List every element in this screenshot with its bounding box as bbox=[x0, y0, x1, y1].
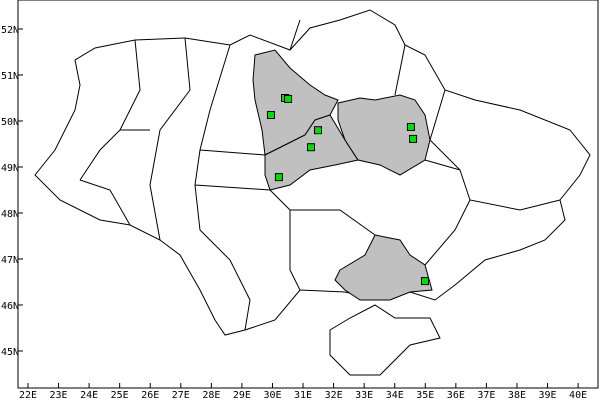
location-marker[interactable] bbox=[274, 173, 283, 182]
y-tick-label: 52N bbox=[1, 25, 19, 36]
location-marker[interactable] bbox=[314, 126, 323, 135]
y-tick-label: 49N bbox=[1, 163, 19, 174]
x-tick-label: 23E bbox=[50, 390, 68, 400]
ukraine-outline bbox=[34, 9, 591, 336]
x-tick-label: 29E bbox=[233, 390, 251, 400]
x-tick-label: 25E bbox=[111, 390, 129, 400]
y-tick-label: 45N bbox=[1, 347, 19, 358]
region-zaporizhzhia-oblast bbox=[334, 234, 433, 301]
x-tick-label: 27E bbox=[172, 390, 190, 400]
location-marker[interactable] bbox=[406, 122, 415, 131]
y-tick-label: 47N bbox=[1, 255, 19, 266]
x-tick-label: 38E bbox=[508, 390, 526, 400]
crimea-outline bbox=[329, 304, 441, 376]
x-tick-label: 32E bbox=[325, 390, 343, 400]
y-tick-label: 46N bbox=[1, 301, 19, 312]
x-tick-label: 40E bbox=[569, 390, 587, 400]
x-tick-label: 30E bbox=[263, 390, 281, 400]
location-marker[interactable] bbox=[420, 277, 429, 286]
x-tick-label: 34E bbox=[386, 390, 404, 400]
x-tick-label: 39E bbox=[538, 390, 556, 400]
x-tick-label: 31E bbox=[294, 390, 312, 400]
location-marker[interactable] bbox=[306, 143, 315, 152]
x-tick-label: 37E bbox=[477, 390, 495, 400]
x-tick-label: 24E bbox=[80, 390, 98, 400]
location-marker[interactable] bbox=[266, 111, 275, 120]
x-tick-label: 28E bbox=[202, 390, 220, 400]
x-tick-label: 35E bbox=[416, 390, 434, 400]
y-tick-label: 51N bbox=[1, 71, 19, 82]
x-tick-label: 33E bbox=[355, 390, 373, 400]
internal-borders bbox=[79, 19, 561, 331]
region-poltava-oblast bbox=[337, 94, 431, 176]
y-tick-label: 48N bbox=[1, 209, 19, 220]
x-tick-label: 26E bbox=[141, 390, 159, 400]
location-marker[interactable] bbox=[284, 94, 293, 103]
x-tick-label: 22E bbox=[19, 390, 37, 400]
x-tick-label: 36E bbox=[447, 390, 465, 400]
y-tick-label: 50N bbox=[1, 117, 19, 128]
location-marker[interactable] bbox=[409, 134, 418, 143]
